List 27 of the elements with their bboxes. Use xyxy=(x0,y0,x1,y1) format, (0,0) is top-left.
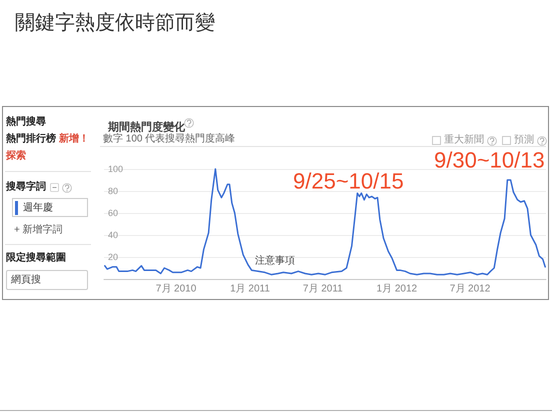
text: 數字 100 代表搜尋熱門度高峰 xyxy=(103,132,236,144)
x-tick-label: 7月 2011 xyxy=(302,284,344,294)
annotation: 9/25~10/15 xyxy=(293,168,404,194)
text: 預測 xyxy=(514,134,534,146)
x-tick-label: 1月 2011 xyxy=(230,284,270,294)
x-tick-label: 1月 2012 xyxy=(376,284,418,294)
y-tick-label: 80 xyxy=(108,186,118,196)
text: 熱門排行榜 xyxy=(5,132,56,144)
annotation: 注意事項 xyxy=(255,254,295,266)
y-tick-label: 100 xyxy=(108,164,124,174)
text: 熱門搜尋 xyxy=(5,116,46,128)
legend-label: 週年慶 xyxy=(23,202,53,214)
text: 新增！ xyxy=(58,132,89,144)
y-tick-label: 20 xyxy=(108,252,118,262)
text: 限定搜尋範圍 xyxy=(6,252,66,264)
text: 探索 xyxy=(5,150,26,162)
text: + 新增字詞 xyxy=(14,224,63,236)
annotation: 9/30~10/13 xyxy=(434,148,545,172)
x-tick-label: 7月 2012 xyxy=(450,284,491,294)
chart-title: 關鍵字熱度依時節而變 xyxy=(15,11,215,34)
text: 重大新聞 xyxy=(444,134,484,146)
chart-subtitle: 期間熱門度變化 xyxy=(107,120,186,134)
x-tick-label: 7月 2010 xyxy=(156,284,197,294)
text: 搜尋字詞 xyxy=(5,180,46,192)
y-tick-label: 60 xyxy=(108,208,118,218)
y-tick-label: 40 xyxy=(108,230,118,240)
text: 網頁搜 xyxy=(10,274,41,286)
